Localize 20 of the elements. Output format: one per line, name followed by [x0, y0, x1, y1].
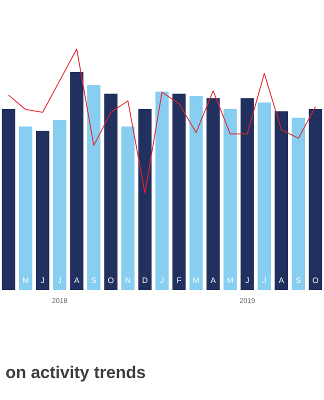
bar — [172, 94, 186, 290]
bar — [70, 72, 84, 290]
bar — [258, 102, 271, 290]
bar — [206, 98, 220, 290]
bar — [53, 120, 66, 290]
bar — [189, 96, 203, 290]
bar — [104, 94, 118, 290]
bar — [18, 126, 32, 290]
bar — [155, 92, 169, 290]
bar — [224, 109, 237, 290]
text: on activity trends — [6, 366, 146, 382]
bar — [308, 109, 322, 290]
bar — [138, 109, 152, 290]
bar — [87, 85, 100, 290]
bar — [2, 109, 16, 290]
bar — [121, 126, 135, 290]
bar — [240, 98, 254, 290]
bar — [274, 111, 288, 290]
bar — [36, 130, 50, 290]
bar — [292, 118, 306, 290]
